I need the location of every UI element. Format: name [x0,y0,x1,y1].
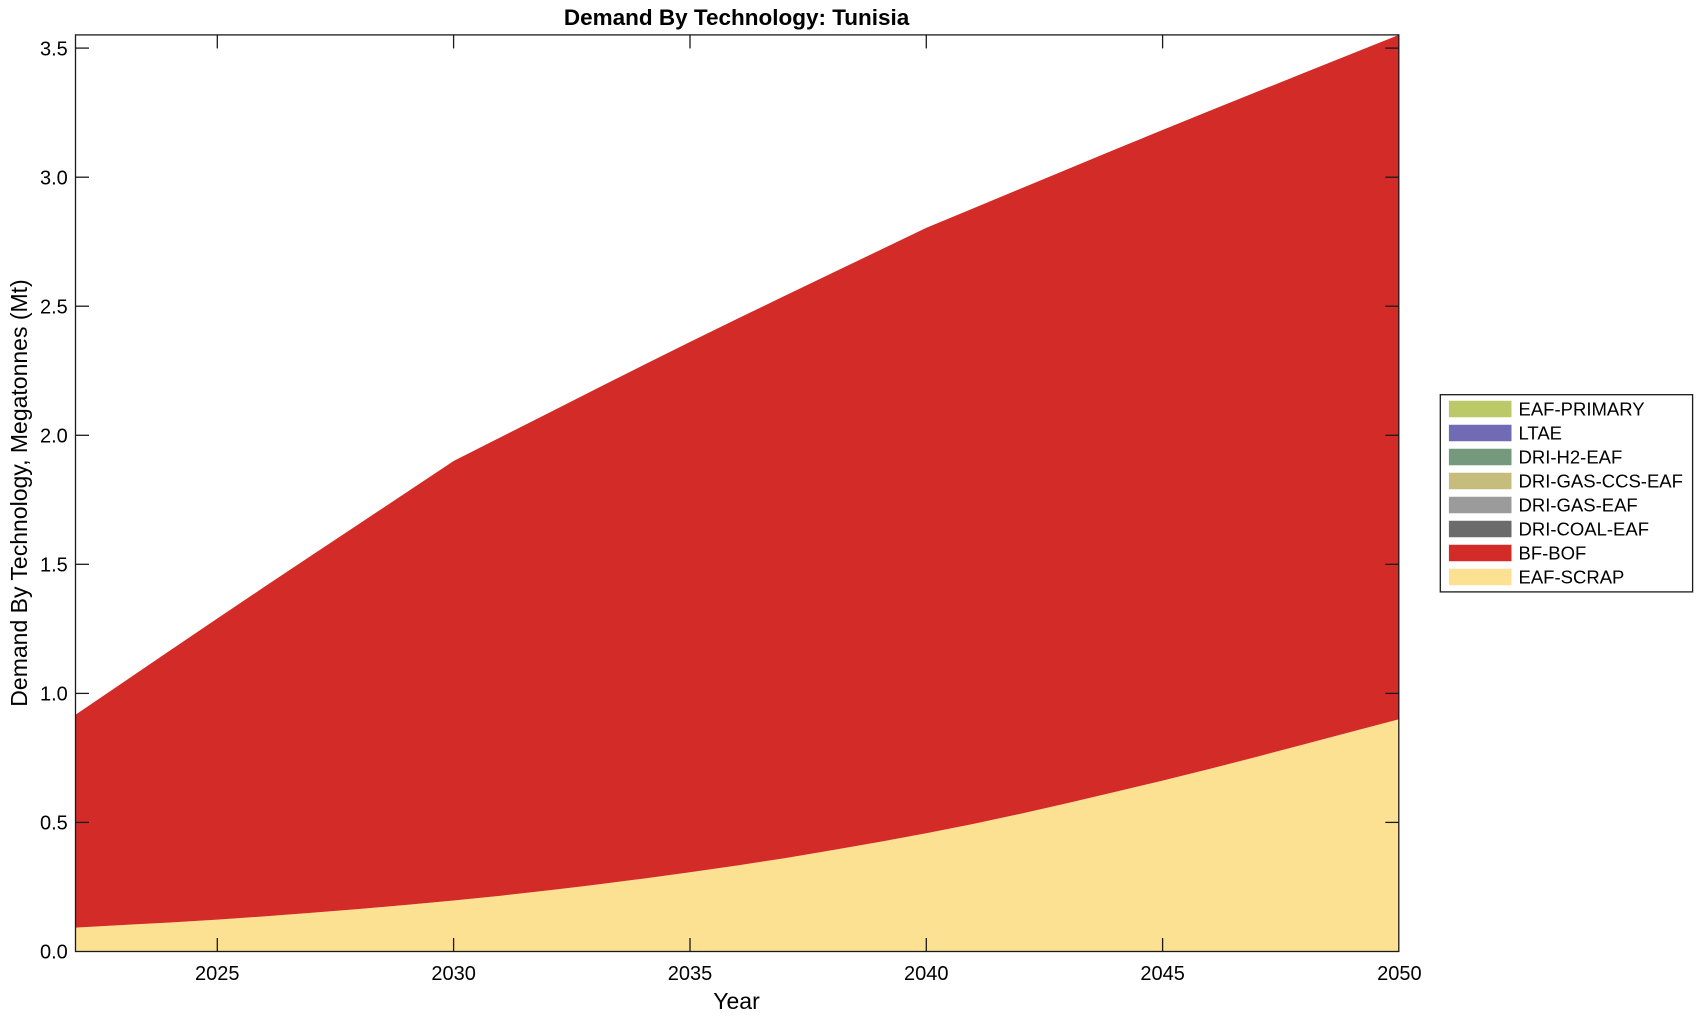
svg-text:2050: 2050 [1377,963,1422,985]
svg-text:2.5: 2.5 [40,296,68,318]
svg-text:1.5: 1.5 [40,555,68,577]
svg-text:BF-BOF: BF-BOF [1519,542,1587,563]
svg-text:DRI-H2-EAF: DRI-H2-EAF [1519,446,1623,467]
svg-text:2030: 2030 [431,963,476,985]
svg-text:0.0: 0.0 [40,942,68,964]
svg-text:Demand By Technology, Megatonn: Demand By Technology, Megatonnes (Mt) [6,279,32,706]
svg-text:Year: Year [713,988,760,1014]
svg-text:2045: 2045 [1140,963,1185,985]
svg-text:1.0: 1.0 [40,684,68,706]
svg-text:2.0: 2.0 [40,426,68,448]
svg-text:DRI-COAL-EAF: DRI-COAL-EAF [1519,518,1650,539]
svg-text:Demand By Technology: Tunisia: Demand By Technology: Tunisia [564,5,910,30]
svg-text:3.0: 3.0 [40,167,68,189]
svg-text:LTAE: LTAE [1519,422,1563,443]
svg-text:EAF-SCRAP: EAF-SCRAP [1519,566,1625,587]
svg-text:DRI-GAS-CCS-EAF: DRI-GAS-CCS-EAF [1519,470,1683,491]
svg-text:DRI-GAS-EAF: DRI-GAS-EAF [1519,494,1638,515]
svg-text:2040: 2040 [904,963,949,985]
svg-text:2035: 2035 [668,963,713,985]
svg-text:3.5: 3.5 [40,38,68,60]
svg-text:2025: 2025 [195,963,240,985]
svg-text:EAF-PRIMARY: EAF-PRIMARY [1519,398,1645,419]
svg-text:0.5: 0.5 [40,813,68,835]
